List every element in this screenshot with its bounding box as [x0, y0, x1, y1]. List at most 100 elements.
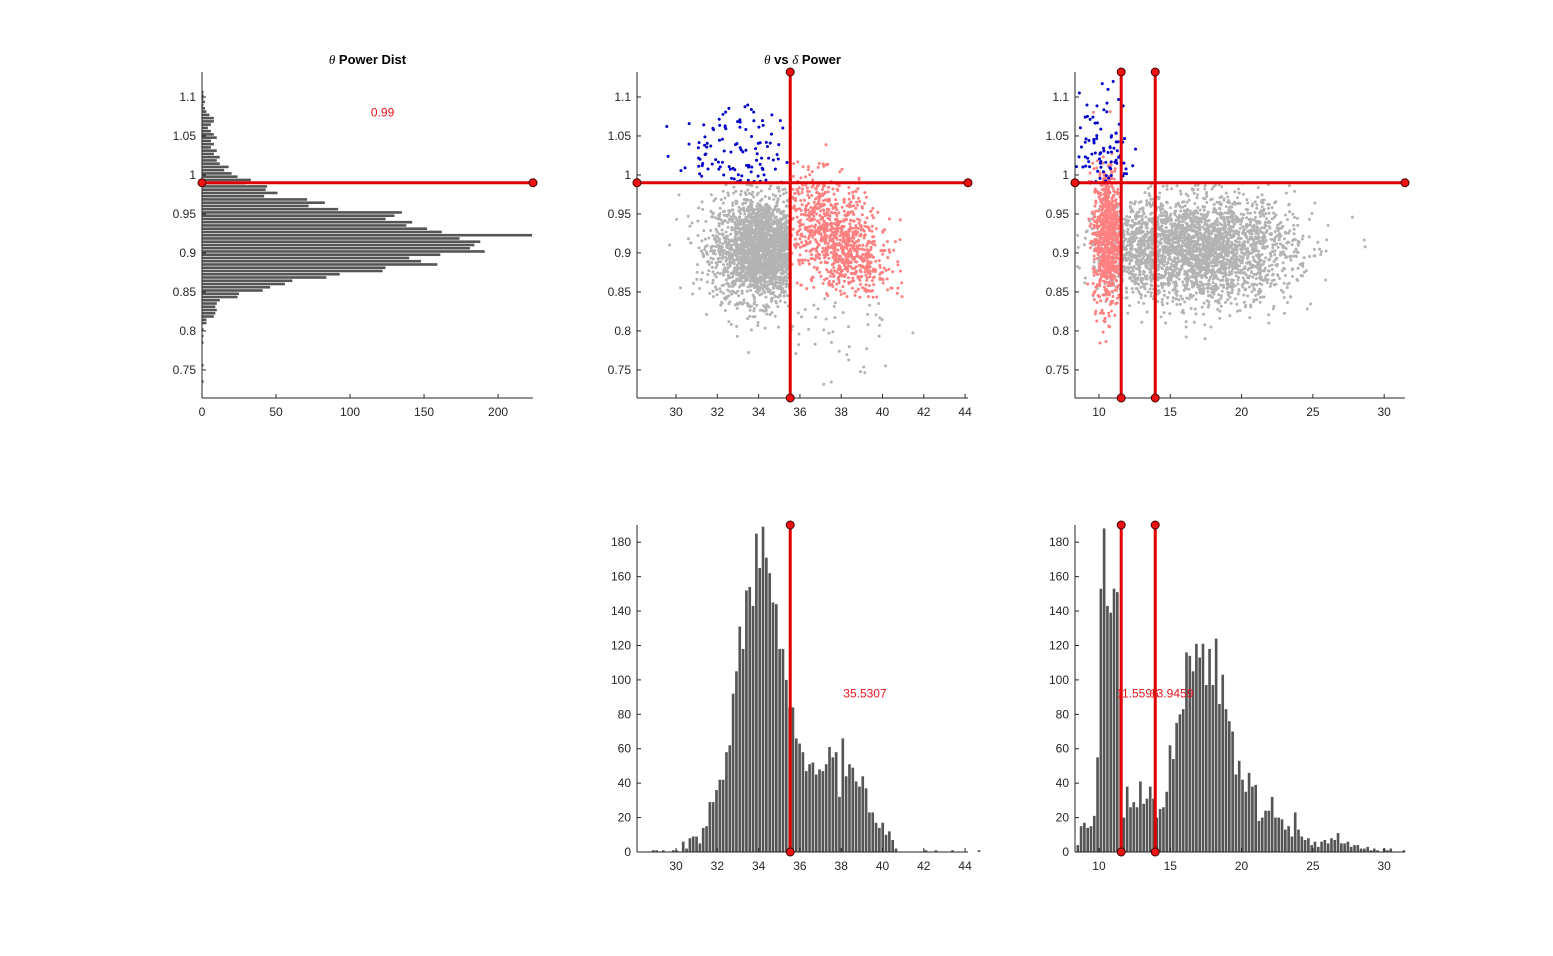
scatter-point-unselected [837, 349, 841, 353]
scatter-point-unselected [752, 245, 756, 249]
scatter-point-selected [832, 192, 836, 196]
scatter-point-selected [819, 239, 823, 243]
scatter-point-unselected [785, 279, 789, 283]
scatter-point-unselected [1293, 238, 1297, 242]
scatter-point-high [756, 141, 760, 145]
scatter-point-unselected [771, 286, 775, 290]
scatter-point-unselected [1175, 184, 1179, 188]
scatter-point-unselected [740, 243, 744, 247]
scatter-point-unselected [1211, 277, 1215, 281]
scatter-point-unselected [711, 289, 715, 293]
scatter-point-selected [887, 248, 891, 252]
line-drag-handle[interactable] [197, 178, 207, 188]
scatter-point-unselected [1254, 294, 1258, 298]
scatter-point-unselected [740, 237, 744, 241]
line-drag-handle[interactable] [785, 67, 795, 77]
scatter-point-unselected [733, 248, 737, 252]
line-drag-handle[interactable] [963, 178, 973, 188]
histogram-bar [202, 100, 205, 104]
scatter-point-unselected [742, 255, 746, 259]
line-drag-handle[interactable] [528, 178, 538, 188]
scatter-point-unselected [731, 211, 735, 215]
scatter-point-unselected [718, 253, 722, 257]
scatter-point-unselected [1209, 325, 1213, 329]
scatter-point-unselected [705, 244, 709, 248]
scatter-point-high [735, 142, 739, 146]
scatter-point-unselected [700, 200, 704, 204]
scatter-point-unselected [1273, 249, 1277, 253]
scatter-point-unselected [1162, 293, 1166, 297]
scatter-point-unselected [714, 240, 718, 244]
line-drag-handle[interactable] [785, 393, 795, 403]
scatter-point-selected [867, 284, 871, 288]
scatter-point-selected [825, 212, 829, 216]
chart-title: θ vs δ Power [764, 52, 841, 67]
histogram-bar [202, 224, 407, 227]
scatter-point-unselected [1185, 200, 1189, 204]
scatter-point-unselected [775, 301, 779, 305]
scatter-point-unselected [759, 247, 763, 251]
scatter-point-selected [862, 229, 866, 233]
scatter-point-selected [801, 165, 805, 169]
scatter-point-unselected [739, 271, 743, 275]
scatter-point-unselected [763, 326, 767, 330]
scatter-point-selected [831, 255, 835, 259]
scatter-point-unselected [716, 271, 720, 275]
scatter-point-selected [791, 227, 795, 231]
scatter-point-selected [823, 278, 827, 282]
scatter-point-unselected [725, 262, 729, 266]
scatter-point-unselected [701, 251, 705, 255]
scatter-point-unselected [777, 189, 781, 193]
scatter-point-selected [874, 227, 878, 231]
scatter-point-selected [827, 281, 831, 285]
scatter-point-selected [860, 213, 864, 217]
scatter-point-unselected [761, 308, 765, 312]
scatter-point-unselected [715, 288, 719, 292]
scatter-point-selected [895, 291, 899, 295]
scatter-point-high [723, 125, 727, 129]
scatter-point-unselected [1246, 211, 1250, 215]
scatter-point-unselected [1149, 294, 1153, 298]
histogram-bar [202, 136, 217, 139]
scatter-point-unselected [823, 297, 827, 301]
scatter-point-unselected [723, 251, 727, 255]
scatter-point-unselected [1292, 227, 1296, 231]
scatter-point-unselected [698, 286, 702, 290]
scatter-point-unselected [782, 249, 786, 253]
scatter-point-unselected [1140, 214, 1144, 218]
line-drag-handle[interactable] [632, 178, 642, 188]
scatter-point-unselected [1291, 239, 1295, 243]
scatter-point-high [665, 124, 669, 128]
scatter-point-unselected [728, 290, 732, 294]
scatter-point-selected [865, 267, 869, 271]
scatter-point-selected [854, 290, 858, 294]
scatter-point-unselected [761, 285, 765, 289]
scatter-point-selected [838, 257, 842, 261]
scatter-point-unselected [763, 195, 767, 199]
scatter-point-unselected [1158, 205, 1162, 209]
scatter-point-unselected [1203, 323, 1207, 327]
scatter-point-selected [803, 258, 807, 262]
scatter-point-unselected [761, 262, 765, 266]
scatter-point-unselected [738, 223, 742, 227]
scatter-point-selected [792, 161, 796, 165]
scatter-point-unselected [1183, 209, 1187, 213]
scatter-point-unselected [729, 215, 733, 219]
scatter-point-unselected [781, 263, 785, 267]
scatter-point-unselected [1204, 213, 1208, 217]
scatter-point-unselected [738, 219, 742, 223]
scatter-point-unselected [734, 270, 738, 274]
scatter-point-selected [822, 253, 826, 257]
scatter-point-unselected [1224, 205, 1228, 209]
scatter-point-unselected [1276, 245, 1280, 249]
scatter-point-unselected [727, 294, 731, 298]
scatter-point-high [754, 147, 758, 151]
scatter-point-unselected [1205, 200, 1209, 204]
scatter-point-unselected [822, 328, 826, 332]
scatter-point-unselected [727, 302, 731, 306]
scatter-point-unselected [1300, 237, 1304, 241]
scatter-point-selected [817, 221, 821, 225]
scatter-point-unselected [746, 317, 750, 321]
scatter-point-unselected [754, 289, 758, 293]
scatter-point-selected [829, 271, 833, 275]
